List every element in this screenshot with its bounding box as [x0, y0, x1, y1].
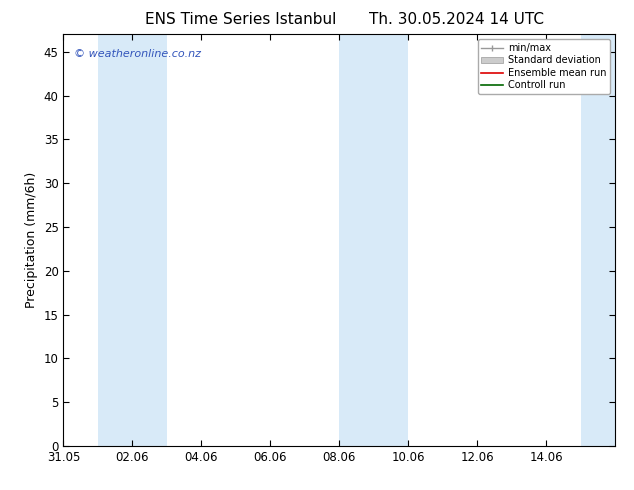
Bar	[581, 34, 615, 446]
Text: Th. 30.05.2024 14 UTC: Th. 30.05.2024 14 UTC	[369, 12, 544, 27]
Bar	[339, 34, 373, 446]
Y-axis label: Precipitation (mm/6h): Precipitation (mm/6h)	[25, 172, 38, 308]
Legend: min/max, Standard deviation, Ensemble mean run, Controll run: min/max, Standard deviation, Ensemble me…	[477, 39, 610, 94]
Text: ENS Time Series Istanbul: ENS Time Series Istanbul	[145, 12, 337, 27]
Bar	[98, 34, 133, 446]
Bar	[373, 34, 408, 446]
Text: © weatheronline.co.nz: © weatheronline.co.nz	[74, 49, 202, 59]
Bar	[133, 34, 167, 446]
